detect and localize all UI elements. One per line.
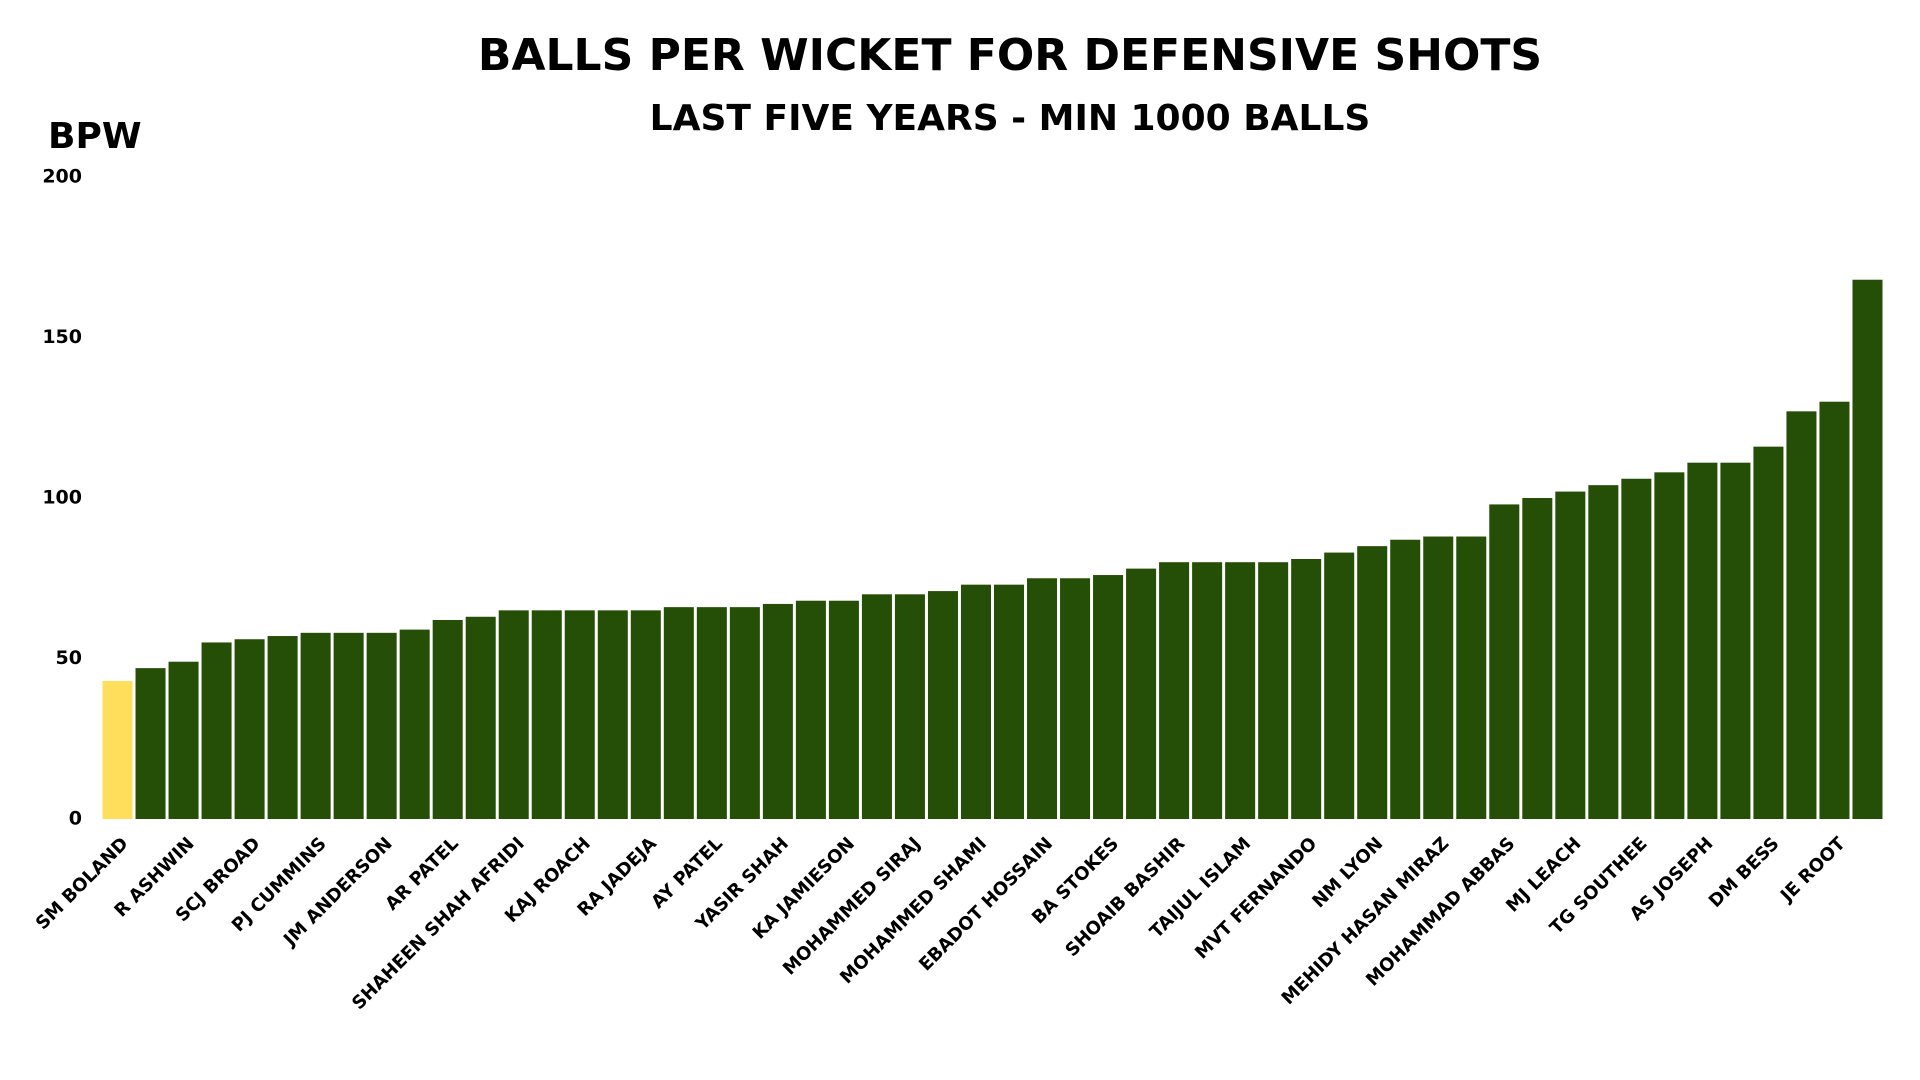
- bar: [1126, 568, 1157, 819]
- bar: [1357, 546, 1388, 819]
- x-tick-label: EBADOT HOSSAIN: [915, 833, 1057, 975]
- bar: [1258, 562, 1289, 819]
- bar: [795, 600, 826, 819]
- bar: [1060, 578, 1091, 819]
- bar: [432, 619, 463, 819]
- bar: [1786, 411, 1817, 819]
- bar: [267, 636, 298, 819]
- bar: [960, 584, 991, 819]
- bar: [300, 632, 331, 819]
- bar: [498, 610, 529, 819]
- bar: [168, 661, 199, 819]
- bar: [1555, 491, 1586, 819]
- bar: [399, 629, 430, 819]
- bar: [1654, 472, 1685, 819]
- bar: [1588, 485, 1619, 819]
- bar: [1390, 539, 1421, 819]
- x-tick-label: MVT FERNANDO: [1191, 833, 1321, 963]
- x-tick-label: DM BESS: [1705, 833, 1784, 912]
- bar: [630, 610, 661, 819]
- bar: [729, 607, 760, 819]
- bar: [828, 600, 859, 819]
- bar: [1852, 279, 1883, 820]
- bar: [135, 668, 166, 819]
- y-tick-label: 0: [69, 808, 82, 830]
- bar: [201, 642, 232, 819]
- bar: [762, 603, 793, 819]
- bar: [1093, 575, 1124, 819]
- y-tick-label: 50: [56, 647, 82, 669]
- bar: [1027, 578, 1058, 819]
- bar: [366, 632, 397, 819]
- bar: [663, 607, 694, 819]
- bar: [861, 594, 892, 819]
- bar: [333, 632, 364, 819]
- bar: [102, 680, 133, 819]
- bar: [1819, 401, 1850, 819]
- bar: [1621, 478, 1652, 819]
- bar: [1225, 562, 1256, 819]
- bar: [1423, 536, 1454, 819]
- bar: [1720, 462, 1751, 819]
- chart-subtitle: LAST FIVE YEARS - MIN 1000 BALLS: [650, 98, 1371, 139]
- x-tick-label: SHOAIB BASHIR: [1061, 833, 1189, 961]
- y-tick-label: 150: [42, 326, 82, 348]
- bar: [1159, 562, 1190, 819]
- bar: [564, 610, 595, 819]
- bar: [465, 616, 496, 819]
- bar: [927, 591, 958, 819]
- bar: [1456, 536, 1487, 819]
- bar: [531, 610, 562, 819]
- chart-title: BALLS PER WICKET FOR DEFENSIVE SHOTS: [478, 30, 1542, 81]
- x-tick-label: JM ANDERSON: [278, 833, 396, 951]
- bar: [894, 594, 925, 819]
- bar: [1192, 562, 1223, 819]
- bar: [1522, 498, 1553, 819]
- y-axis-label: BPW: [48, 116, 142, 157]
- y-tick-label: 100: [42, 487, 82, 509]
- y-tick-label: 200: [42, 166, 82, 188]
- bar: [1489, 504, 1520, 819]
- bar: [597, 610, 628, 819]
- bar: [1291, 558, 1322, 819]
- bar: [994, 584, 1025, 819]
- bar: [1687, 462, 1718, 819]
- bar: [1324, 552, 1355, 819]
- x-tick-label: SM BOLAND: [32, 833, 133, 934]
- bar: [234, 639, 265, 819]
- x-tick-label: JE ROOT: [1775, 833, 1850, 908]
- bar: [696, 607, 727, 819]
- bar: [1753, 446, 1784, 819]
